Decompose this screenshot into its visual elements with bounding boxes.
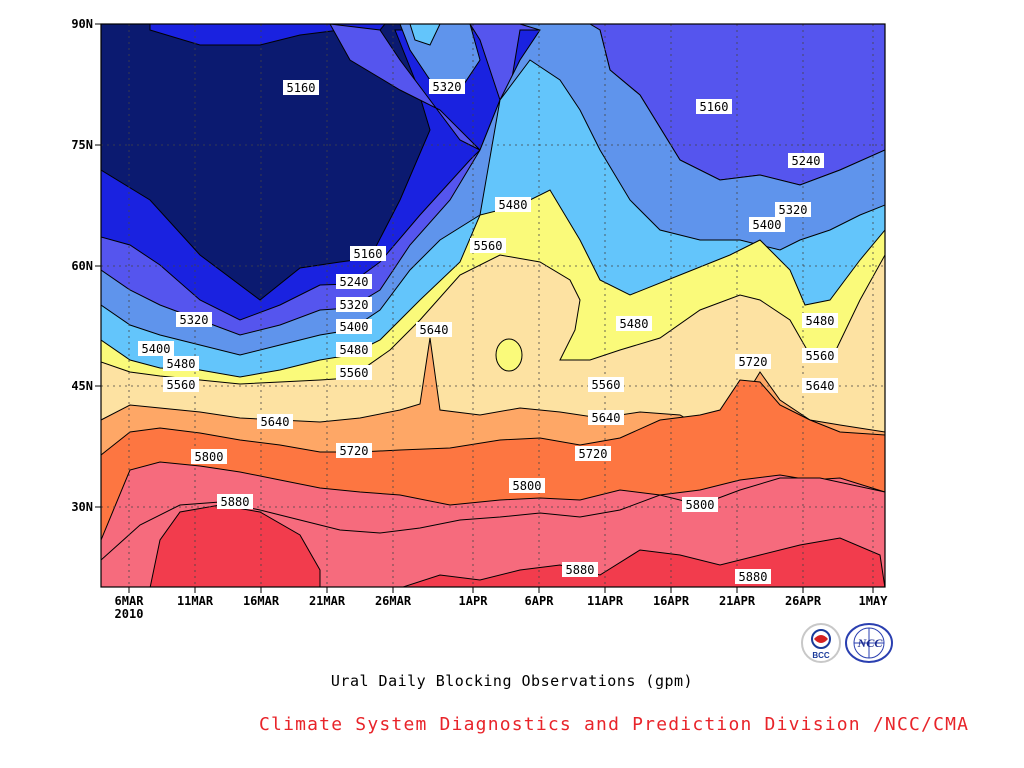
contour-label-29: 5880: [566, 563, 595, 577]
credit-line: Climate System Diagnostics and Predictio…: [259, 714, 969, 735]
contour-label-10: 5320: [340, 298, 369, 312]
contour-label-11: 5400: [340, 320, 369, 334]
contour-label-15: 5320: [180, 313, 209, 327]
contour-label-28: 5800: [686, 498, 715, 512]
contour-label-27: 5800: [513, 479, 542, 493]
contour-label-1: 5160: [700, 100, 729, 114]
contour-label-31: 5720: [739, 355, 768, 369]
contour-label-9: 5240: [340, 275, 369, 289]
contour-label-18: 5560: [167, 378, 196, 392]
contour-label-16: 5400: [142, 342, 171, 356]
bcc-logo: BCC: [800, 622, 842, 664]
x-tick-label-2: 16MAR: [243, 594, 280, 608]
x-tick-label-9: 21APR: [719, 594, 756, 608]
x-year-label: 2010: [115, 607, 144, 621]
closed-contour-5600: [496, 339, 522, 371]
contour-label-21: 5800: [195, 450, 224, 464]
contour-chart: 6MAR 11MAR 16MAR 21MAR 26MAR 1APR 6APR 11APR 16A…: [0, 0, 1024, 660]
contour-label-7: 5560: [474, 239, 503, 253]
contour-label-17: 5480: [167, 357, 196, 371]
y-tick-label-3: 45N: [71, 379, 93, 393]
contour-label-30: 5880: [739, 570, 768, 584]
chart-caption: Ural Daily Blocking Observations (gpm): [0, 672, 1024, 690]
contour-label-2: 5320: [433, 80, 462, 94]
contour-label-34: 5640: [806, 379, 835, 393]
contour-label-23: 5480: [620, 317, 649, 331]
x-tick-label-8: 16APR: [653, 594, 690, 608]
x-tick-label-10: 26APR: [785, 594, 822, 608]
contour-label-12: 5480: [340, 343, 369, 357]
contour-label-32: 5480: [806, 314, 835, 328]
contour-label-0: 5160: [287, 81, 316, 95]
contour-label-26: 5720: [579, 447, 608, 461]
x-tick-label-5: 1APR: [459, 594, 489, 608]
contour-label-13: 5560: [340, 366, 369, 380]
contour-label-33: 5560: [806, 349, 835, 363]
contour-label-24: 5560: [592, 378, 621, 392]
y-tick-label-2: 60N: [71, 259, 93, 273]
y-tick-label-4: 30N: [71, 500, 93, 514]
contour-label-25: 5640: [592, 411, 621, 425]
x-tick-label-7: 11APR: [587, 594, 624, 608]
x-tick-label-1: 11MAR: [177, 594, 214, 608]
x-tick-label-3: 21MAR: [309, 594, 346, 608]
contour-label-14: 5640: [420, 323, 449, 337]
ncc-logo: NCC: [844, 622, 894, 664]
x-tick-label-0: 6MAR: [115, 594, 145, 608]
bcc-logo-text: BCC: [812, 651, 830, 660]
y-tick-label-0: 90N: [71, 17, 93, 31]
x-tick-label-11: 1MAY: [859, 594, 889, 608]
y-tick-label-1: 75N: [71, 138, 93, 152]
x-tick-label-6: 6APR: [525, 594, 555, 608]
contour-label-6: 5480: [499, 198, 528, 212]
contour-label-8: 5160: [354, 247, 383, 261]
contour-label-20: 5720: [340, 444, 369, 458]
ncc-logo-text: NCC: [857, 636, 884, 650]
contour-label-5: 5400: [753, 218, 782, 232]
x-tick-label-4: 26MAR: [375, 594, 412, 608]
contour-label-4: 5320: [779, 203, 808, 217]
contour-label-3: 5240: [792, 154, 821, 168]
contour-label-22: 5880: [221, 495, 250, 509]
contour-label-19: 5640: [261, 415, 290, 429]
